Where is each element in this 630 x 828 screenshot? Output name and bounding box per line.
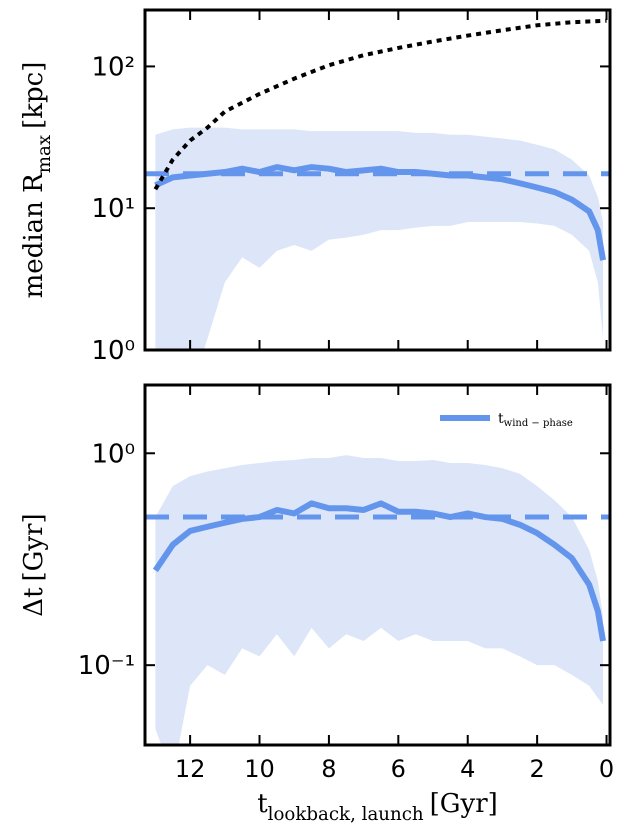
axis-label-main: t [257, 789, 268, 819]
y-tick-label: 10⁰ [91, 439, 135, 469]
axis-label-main: Δt [19, 587, 49, 617]
axis-label-unit: [kpc] [19, 62, 49, 129]
legend-label: twind − phase [498, 411, 573, 429]
plot-area [145, 455, 610, 745]
y-tick-label: 10² [91, 52, 135, 82]
axis-label-sub: lookback, launch [268, 804, 424, 825]
axis-label-unit: [Gyr] [19, 513, 49, 581]
legend-label-main: t [498, 411, 504, 427]
x-tick-label: 8 [321, 755, 336, 783]
axes-frame [143, 383, 612, 747]
axis-label-sub: max [34, 134, 55, 173]
legend-label-sub: wind − phase [504, 418, 573, 429]
axes-frame [143, 8, 612, 352]
x-tick-label: 4 [460, 755, 475, 783]
x-tick-label: 10 [244, 755, 275, 783]
x-tick-label: 6 [391, 755, 406, 783]
y-tick-label: 10⁻¹ [78, 651, 135, 681]
y-tick-label: 10¹ [91, 194, 135, 224]
axis-label-main: median R [19, 172, 49, 299]
data-line [152, 500, 607, 642]
axis-label: median Rmax [kpc] [19, 62, 55, 299]
panel: 10⁰ 10¹ 10² median Rmax [kpc] [19, 8, 612, 366]
data-line [154, 164, 607, 261]
axis-label: tlookback, launch [Gyr] [257, 789, 498, 825]
y-tick-label: 10⁰ [91, 336, 135, 366]
axis-label-unit: [Gyr] [430, 789, 498, 819]
x-tick-label: 0 [599, 755, 614, 783]
range-band [155, 127, 604, 350]
data-line [153, 18, 607, 191]
plot-area [145, 18, 610, 350]
range-band [155, 455, 604, 745]
x-tick-label: 2 [529, 755, 544, 783]
axis-label: Δt [Gyr] [19, 513, 49, 616]
x-tick-label: 12 [175, 755, 206, 783]
